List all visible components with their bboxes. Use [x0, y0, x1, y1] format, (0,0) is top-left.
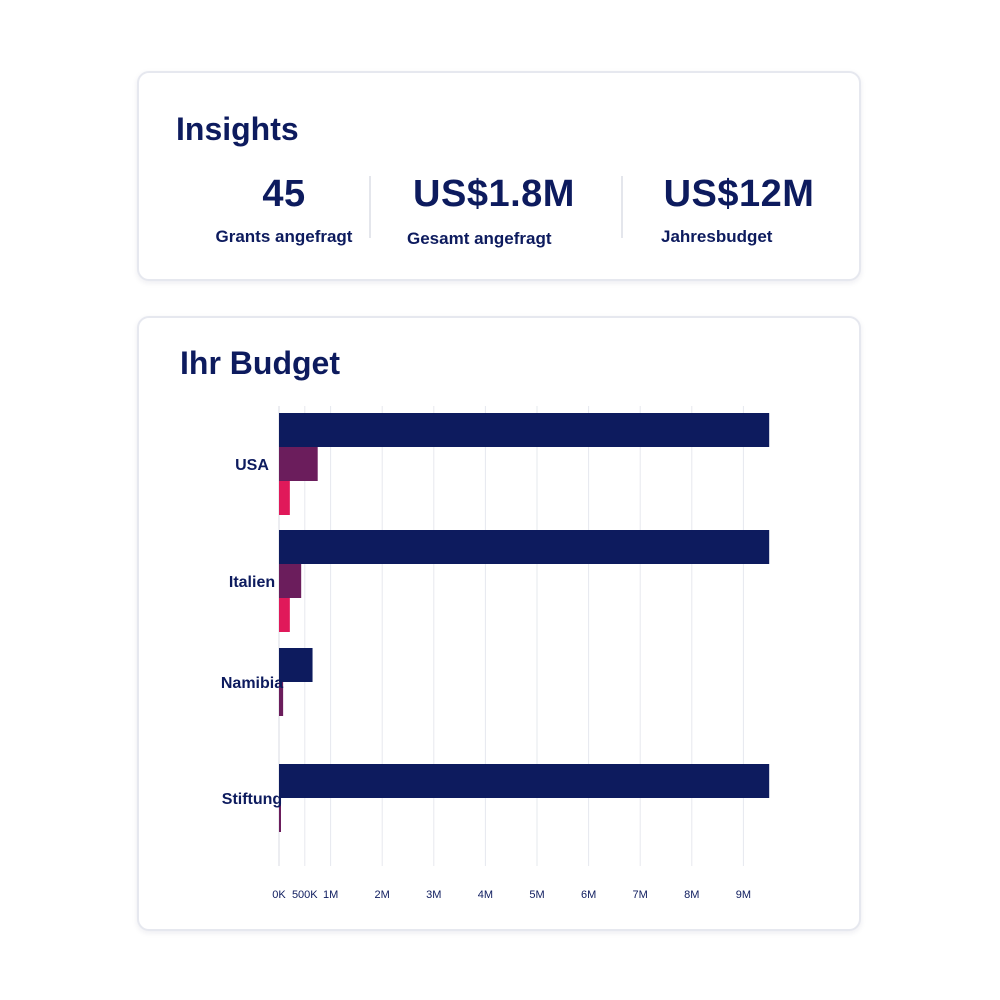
- bar-italien-series-2: [279, 598, 290, 632]
- bar-stiftung-series-1: [279, 798, 281, 832]
- bar-italien-series-1: [279, 564, 302, 598]
- stat-value: 45: [262, 173, 306, 215]
- insights-title: Insights: [176, 111, 299, 147]
- category-label: USA: [235, 457, 269, 474]
- category-label: Stiftung: [222, 791, 282, 808]
- category-label: Namibia: [221, 675, 283, 692]
- stat-divider: [621, 176, 623, 238]
- x-tick-label: 0K: [272, 889, 286, 901]
- stat-divider: [369, 176, 371, 238]
- stat-grants-requested: 45 Grants angefragt: [204, 175, 364, 247]
- bar-namibia-series-1: [279, 682, 284, 716]
- stat-label: Jahresbudget: [661, 227, 773, 246]
- budget-title: Ihr Budget: [180, 345, 340, 381]
- x-tick-label: 9M: [736, 889, 751, 901]
- x-tick-label: 500K: [292, 889, 318, 901]
- x-tick-label: 3M: [426, 889, 441, 901]
- x-tick-label: 5M: [529, 889, 544, 901]
- insights-card: Insights 45 Grants angefragt US$1.8M Ges…: [137, 71, 861, 281]
- x-tick-label: 8M: [684, 889, 699, 901]
- stat-value: US$12M: [663, 173, 815, 215]
- stat-label: Gesamt angefragt: [407, 229, 552, 248]
- budget-bar-chart: USA Italien Namibia Stiftung 0K 500K 1M 2M 3M 4M 5…: [221, 406, 770, 901]
- bar-namibia-series-0: [279, 648, 313, 682]
- stat-label: Grants angefragt: [215, 227, 353, 246]
- x-tick-label: 2M: [375, 889, 390, 901]
- stat-total-requested: US$1.8M Gesamt angefragt: [394, 175, 594, 249]
- stat-annual-budget: US$12M Jahresbudget: [644, 175, 834, 247]
- bar-usa-series-2: [279, 481, 290, 515]
- bar-usa-series-1: [279, 447, 318, 481]
- bar-italien-series-0: [279, 530, 770, 564]
- category-label: Italien: [229, 574, 275, 591]
- x-tick-label: 1M: [323, 889, 338, 901]
- budget-card: Ihr Budget USA Italien Namibia Stiftung 0K 50…: [137, 316, 861, 931]
- stat-value: US$1.8M: [413, 173, 575, 215]
- x-tick-label: 6M: [581, 889, 596, 901]
- x-tick-label: 7M: [633, 889, 648, 901]
- bar-stiftung-series-0: [279, 764, 770, 798]
- bar-usa-series-0: [279, 413, 770, 447]
- x-tick-label: 4M: [478, 889, 493, 901]
